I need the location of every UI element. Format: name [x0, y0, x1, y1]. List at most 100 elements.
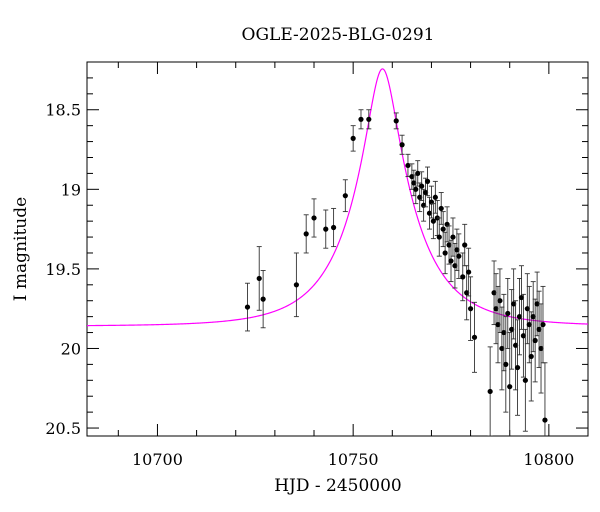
- data-marker: [503, 361, 509, 367]
- data-marker: [511, 301, 517, 307]
- data-point: [540, 285, 546, 364]
- data-marker: [436, 234, 442, 240]
- data-marker: [524, 306, 530, 312]
- data-marker: [366, 116, 372, 122]
- data-marker: [293, 282, 300, 288]
- x-axis-label: HJD - 2450000: [274, 476, 402, 496]
- data-point: [487, 346, 493, 436]
- data-point: [450, 217, 456, 257]
- data-point: [501, 293, 507, 372]
- data-marker: [460, 274, 466, 280]
- data-marker: [466, 269, 472, 275]
- data-marker: [512, 342, 519, 348]
- data-marker: [501, 329, 507, 336]
- data-point: [424, 166, 431, 197]
- data-point: [426, 196, 433, 230]
- data-point: [464, 265, 470, 321]
- data-marker: [330, 224, 337, 231]
- data-marker: [311, 215, 317, 221]
- data-marker: [487, 388, 493, 395]
- data-marker: [350, 135, 356, 141]
- data-point: [419, 171, 425, 201]
- data-points-layer: [244, 109, 548, 436]
- data-marker: [303, 231, 309, 237]
- data-point: [393, 112, 399, 130]
- data-marker: [530, 314, 536, 320]
- data-point: [323, 209, 329, 249]
- data-marker: [422, 189, 429, 196]
- data-point: [417, 182, 423, 213]
- data-marker: [509, 326, 515, 332]
- data-point: [399, 134, 405, 155]
- data-marker: [526, 321, 532, 328]
- data-marker: [432, 194, 438, 200]
- data-point: [405, 153, 411, 178]
- data-marker: [411, 180, 417, 186]
- data-marker: [405, 162, 411, 169]
- data-marker: [450, 234, 456, 240]
- data-marker: [520, 333, 527, 339]
- y-tick-label: 19: [61, 180, 81, 199]
- data-point: [511, 268, 517, 340]
- data-point: [471, 301, 478, 373]
- plot-frame: [86, 61, 589, 437]
- data-marker: [538, 345, 544, 352]
- data-marker: [426, 210, 433, 216]
- data-marker: [532, 337, 538, 344]
- data-marker: [540, 321, 546, 328]
- data-marker: [495, 321, 501, 328]
- data-marker: [417, 194, 423, 200]
- data-marker: [464, 290, 470, 296]
- data-point: [256, 246, 262, 311]
- data-marker: [399, 142, 405, 148]
- data-marker: [260, 296, 266, 302]
- model-curve: [87, 68, 588, 327]
- data-point: [303, 214, 309, 254]
- data-marker: [471, 334, 478, 340]
- data-marker: [430, 218, 436, 224]
- data-point: [350, 125, 356, 152]
- data-marker: [467, 306, 474, 312]
- x-tick-label: 10800: [523, 450, 574, 469]
- data-point: [366, 109, 372, 130]
- x-tick-label: 10700: [132, 450, 183, 469]
- data-marker: [536, 326, 542, 332]
- data-marker: [393, 118, 399, 124]
- data-point: [330, 207, 337, 248]
- data-marker: [518, 294, 525, 301]
- data-marker: [323, 226, 329, 232]
- data-point: [260, 270, 266, 329]
- data-marker: [440, 226, 446, 232]
- chart-title: OGLE-2025-BLG-0291: [242, 25, 435, 45]
- data-marker: [454, 247, 460, 253]
- data-point: [497, 268, 503, 334]
- data-marker: [456, 253, 462, 259]
- data-marker: [419, 183, 425, 189]
- data-marker: [413, 186, 419, 192]
- data-point: [358, 109, 364, 130]
- data-point: [499, 306, 505, 391]
- data-point: [293, 252, 300, 318]
- axis-ticks: [87, 61, 589, 436]
- y-tick-label: 19.5: [45, 260, 81, 279]
- data-marker: [342, 193, 348, 199]
- data-marker: [424, 178, 431, 184]
- data-marker: [244, 304, 251, 310]
- data-marker: [442, 250, 448, 256]
- data-point: [460, 252, 466, 302]
- data-marker: [528, 353, 534, 360]
- data-point: [244, 282, 251, 332]
- data-point: [522, 328, 528, 432]
- data-marker: [438, 205, 444, 212]
- data-marker: [534, 301, 540, 307]
- y-axis-label: I magnitude: [11, 197, 31, 301]
- data-marker: [505, 310, 511, 317]
- y-tick-label: 18.5: [45, 101, 81, 120]
- data-marker: [452, 263, 458, 269]
- data-marker: [514, 364, 521, 371]
- y-tick-label: 20: [61, 339, 81, 358]
- data-point: [493, 273, 499, 345]
- data-marker: [448, 258, 454, 264]
- data-marker: [415, 170, 421, 177]
- model-curve-layer: [87, 68, 588, 327]
